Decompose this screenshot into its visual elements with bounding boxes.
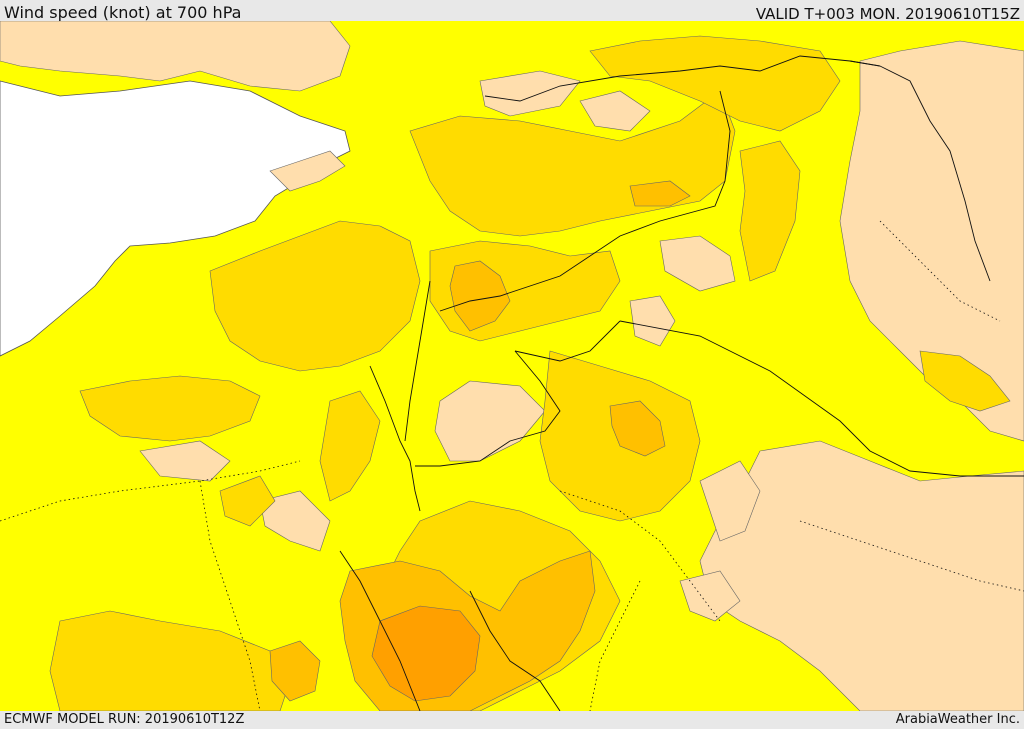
strong-wind-area (371, 605, 481, 702)
calm-areas (0, 21, 1024, 711)
political-borders (339, 55, 1024, 711)
valid-time: VALID T+003 MON. 20190610T15Z (755, 5, 1020, 23)
header-bar: Wind speed (knot) at 700 hPa VALID T+003… (0, 0, 1024, 23)
model-run-label: ECMWF MODEL RUN: 20190610T12Z (4, 712, 245, 727)
dotted-boundaries (0, 220, 1024, 711)
footer-bar: ECMWF MODEL RUN: 20190610T12Z ArabiaWeat… (0, 711, 1024, 729)
credit-label: ArabiaWeather Inc. (895, 712, 1020, 727)
map-title: Wind speed (knot) at 700 hPa (4, 3, 242, 22)
wind-speed-map (0, 21, 1024, 711)
mediterranean-sea (0, 80, 351, 357)
